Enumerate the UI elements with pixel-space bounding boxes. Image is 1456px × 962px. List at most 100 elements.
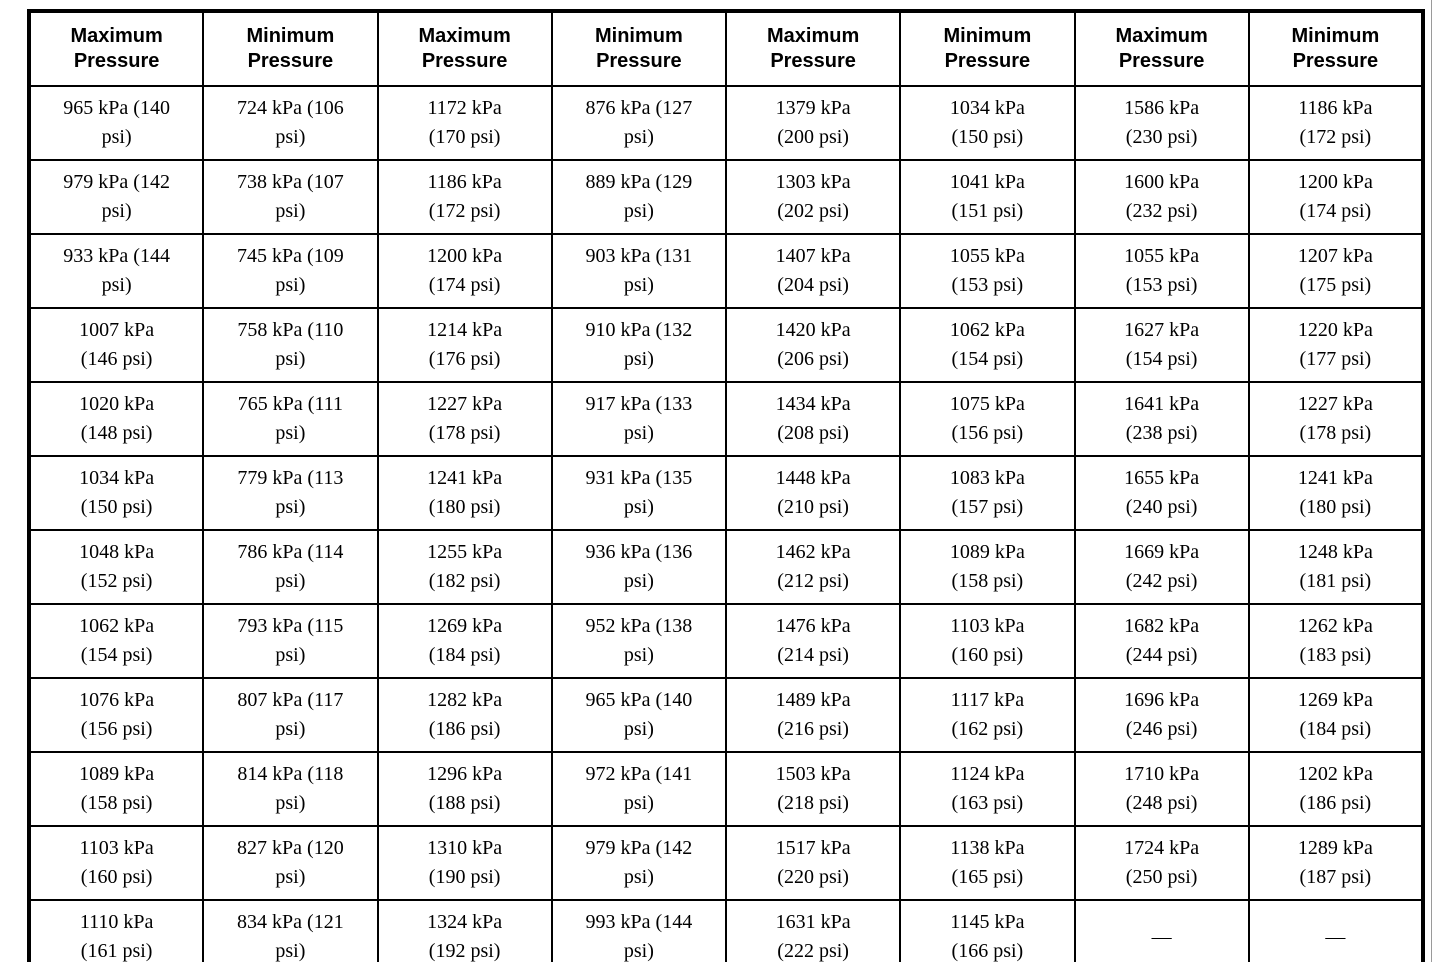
pressure-cell: 1296 kPa (188 psi) <box>376 751 553 827</box>
pressure-cell: 965 kPa (140 psi) <box>550 677 728 753</box>
pressure-cell: 1669 kPa (242 psi) <box>1073 529 1250 605</box>
table-row: 1062 kPa (154 psi) 793 kPa (115 psi) 1269 … <box>27 603 1425 679</box>
table-row: 979 kPa (142 psi) 738 kPa (107 psi) 1186 k… <box>27 159 1425 235</box>
pressure-cell: 1241 kPa (180 psi) <box>1247 455 1425 531</box>
pressure-cell: 1034 kPa (150 psi) <box>27 455 205 531</box>
header-cell-max-pressure: Maximum Pressure <box>376 10 553 87</box>
pressure-cell: 1227 kPa (178 psi) <box>1247 381 1425 457</box>
header-cell-min-pressure: Minimum Pressure <box>899 10 1076 87</box>
pressure-cell: — <box>1247 899 1425 962</box>
pressure-cell: 1062 kPa (154 psi) <box>899 307 1076 383</box>
pressure-cell: 758 kPa (110 psi) <box>202 307 379 383</box>
table-row: 1048 kPa (152 psi) 786 kPa (114 psi) 1255 … <box>27 529 1425 605</box>
table-row: 965 kPa (140 psi) 724 kPa (106 psi) 1172 k… <box>27 85 1425 161</box>
pressure-cell: 765 kPa (111 psi) <box>202 381 379 457</box>
pressure-cell: 1089 kPa (158 psi) <box>27 751 205 827</box>
pressure-cell: 1214 kPa (176 psi) <box>376 307 553 383</box>
pressure-cell: 1476 kPa (214 psi) <box>724 603 902 679</box>
table-row: 1110 kPa (161 psi) 834 kPa (121 psi) 1324 … <box>27 899 1425 962</box>
pressure-table: Maximum Pressure Minimum Pressure Maximu… <box>27 9 1425 962</box>
pressure-cell: 1124 kPa (163 psi) <box>899 751 1076 827</box>
pressure-cell: 1710 kPa (248 psi) <box>1073 751 1250 827</box>
pressure-cell: 786 kPa (114 psi) <box>202 529 379 605</box>
pressure-cell: 972 kPa (141 psi) <box>550 751 728 827</box>
pressure-cell: 1324 kPa (192 psi) <box>376 899 553 962</box>
table-row: 1103 kPa (160 psi) 827 kPa (120 psi) 1310 … <box>27 825 1425 901</box>
pressure-cell: 933 kPa (144 psi) <box>27 233 205 309</box>
pressure-cell: 965 kPa (140 psi) <box>27 85 205 161</box>
pressure-cell: 931 kPa (135 psi) <box>550 455 728 531</box>
pressure-cell: — <box>1073 899 1250 962</box>
pressure-cell: 889 kPa (129 psi) <box>550 159 728 235</box>
header-cell-max-pressure: Maximum Pressure <box>724 10 902 87</box>
pressure-cell: 1076 kPa (156 psi) <box>27 677 205 753</box>
pressure-cell: 834 kPa (121 psi) <box>202 899 379 962</box>
pressure-cell: 952 kPa (138 psi) <box>550 603 728 679</box>
table-row: 933 kPa (144 psi) 745 kPa (109 psi) 1200 k… <box>27 233 1425 309</box>
pressure-cell: 910 kPa (132 psi) <box>550 307 728 383</box>
pressure-cell: 979 kPa (142 psi) <box>27 159 205 235</box>
pressure-table-body: 965 kPa (140 psi) 724 kPa (106 psi) 1172 k… <box>27 85 1425 962</box>
pressure-cell: 1503 kPa (218 psi) <box>724 751 902 827</box>
table-row: 1089 kPa (158 psi) 814 kPa (118 psi) 1296 … <box>27 751 1425 827</box>
pressure-cell: 1020 kPa (148 psi) <box>27 381 205 457</box>
pressure-cell: 1420 kPa (206 psi) <box>724 307 902 383</box>
pressure-cell: 1117 kPa (162 psi) <box>899 677 1076 753</box>
pressure-cell: 1241 kPa (180 psi) <box>376 455 553 531</box>
pressure-cell: 1262 kPa (183 psi) <box>1247 603 1425 679</box>
pressure-cell: 1007 kPa (146 psi) <box>27 307 205 383</box>
pressure-cell: 1407 kPa (204 psi) <box>724 233 902 309</box>
pressure-cell: 1600 kPa (232 psi) <box>1073 159 1250 235</box>
pressure-cell: 814 kPa (118 psi) <box>202 751 379 827</box>
pressure-cell: 738 kPa (107 psi) <box>202 159 379 235</box>
header-cell-max-pressure: Maximum Pressure <box>1073 10 1250 87</box>
pressure-cell: 827 kPa (120 psi) <box>202 825 379 901</box>
pressure-cell: 1248 kPa (181 psi) <box>1247 529 1425 605</box>
pressure-cell: 1172 kPa (170 psi) <box>376 85 553 161</box>
pressure-cell: 1186 kPa (172 psi) <box>376 159 553 235</box>
pressure-cell: 1034 kPa (150 psi) <box>899 85 1076 161</box>
pressure-cell: 1202 kPa (186 psi) <box>1247 751 1425 827</box>
pressure-cell: 1627 kPa (154 psi) <box>1073 307 1250 383</box>
pressure-cell: 979 kPa (142 psi) <box>550 825 728 901</box>
pressure-cell: 993 kPa (144 psi) <box>550 899 728 962</box>
pressure-cell: 1207 kPa (175 psi) <box>1247 233 1425 309</box>
pressure-cell: 1075 kPa (156 psi) <box>899 381 1076 457</box>
pressure-cell: 1186 kPa (172 psi) <box>1247 85 1425 161</box>
pressure-cell: 1303 kPa (202 psi) <box>724 159 902 235</box>
pressure-cell: 1641 kPa (238 psi) <box>1073 381 1250 457</box>
pressure-cell: 1586 kPa (230 psi) <box>1073 85 1250 161</box>
pressure-cell: 1200 kPa (174 psi) <box>376 233 553 309</box>
pressure-cell: 1041 kPa (151 psi) <box>899 159 1076 235</box>
pressure-cell: 1269 kPa (184 psi) <box>376 603 553 679</box>
pressure-cell: 1489 kPa (216 psi) <box>724 677 902 753</box>
pressure-cell: 1724 kPa (250 psi) <box>1073 825 1250 901</box>
pressure-cell: 1227 kPa (178 psi) <box>376 381 553 457</box>
pressure-cell: 1103 kPa (160 psi) <box>27 825 205 901</box>
pressure-cell: 745 kPa (109 psi) <box>202 233 379 309</box>
header-cell-min-pressure: Minimum Pressure <box>202 10 379 87</box>
pressure-cell: 793 kPa (115 psi) <box>202 603 379 679</box>
pressure-cell: 1055 kPa (153 psi) <box>899 233 1076 309</box>
pressure-cell: 917 kPa (133 psi) <box>550 381 728 457</box>
table-row: 1076 kPa (156 psi) 807 kPa (117 psi) 1282 … <box>27 677 1425 753</box>
pressure-table-head: Maximum Pressure Minimum Pressure Maximu… <box>27 10 1425 87</box>
pressure-cell: 1379 kPa (200 psi) <box>724 85 902 161</box>
pressure-cell: 1434 kPa (208 psi) <box>724 381 902 457</box>
pressure-cell: 1682 kPa (244 psi) <box>1073 603 1250 679</box>
pressure-cell: 1462 kPa (212 psi) <box>724 529 902 605</box>
pressure-cell: 1448 kPa (210 psi) <box>724 455 902 531</box>
pressure-cell: 936 kPa (136 psi) <box>550 529 728 605</box>
header-cell-max-pressure: Maximum Pressure <box>27 10 205 87</box>
header-cell-min-pressure: Minimum Pressure <box>550 10 728 87</box>
pressure-cell: 1220 kPa (177 psi) <box>1247 307 1425 383</box>
table-row: 1034 kPa (150 psi) 779 kPa (113 psi) 1241 … <box>27 455 1425 531</box>
pressure-cell: 1282 kPa (186 psi) <box>376 677 553 753</box>
pressure-cell: 1110 kPa (161 psi) <box>27 899 205 962</box>
pressure-cell: 876 kPa (127 psi) <box>550 85 728 161</box>
pressure-cell: 1200 kPa (174 psi) <box>1247 159 1425 235</box>
pressure-cell: 1138 kPa (165 psi) <box>899 825 1076 901</box>
pressure-cell: 1055 kPa (153 psi) <box>1073 233 1250 309</box>
pressure-cell: 779 kPa (113 psi) <box>202 455 379 531</box>
